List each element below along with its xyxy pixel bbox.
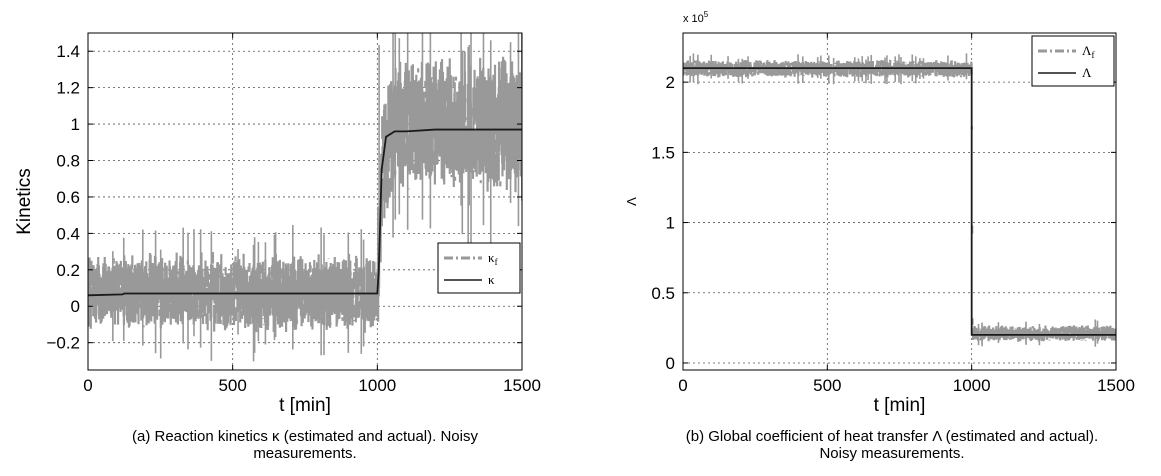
plot-area bbox=[683, 33, 1116, 370]
x-tick-label: 1000 bbox=[358, 376, 396, 395]
y-tick-label: 1.5 bbox=[651, 143, 675, 162]
y-axis-label: Λ bbox=[624, 197, 639, 206]
plot-area bbox=[88, 33, 522, 370]
axes-frame bbox=[682, 32, 1117, 371]
figure-caption: (b) Global coefficient of heat transfer … bbox=[686, 428, 1098, 445]
x-tick-label: 500 bbox=[813, 376, 841, 395]
legend-label-sub: f bbox=[495, 257, 498, 267]
panel-a: 0 500 1000 1500 −0.2 0 0.2 0.4 0.6 0.8 1 1.2 1.4 t [m… bbox=[14, 32, 541, 462]
y-tick-label: −0.2 bbox=[46, 334, 80, 353]
legend-label: κ bbox=[488, 272, 495, 287]
series-line bbox=[88, 128, 522, 297]
y-tick-label: 0 bbox=[666, 354, 675, 373]
series-actual bbox=[683, 67, 1116, 336]
y-tick-label: 0.2 bbox=[56, 261, 80, 280]
legend-label: Λ bbox=[1082, 65, 1092, 80]
data-layer bbox=[683, 53, 1116, 347]
series-actual bbox=[88, 128, 522, 297]
panel-b: 0 500 1000 1500 0 0.5 1 1.5 2 t [min] Λx 105 Λf Λ (b)… bbox=[624, 10, 1135, 462]
axis-multiplier-exp: 5 bbox=[704, 10, 709, 19]
figure-caption: measurements. bbox=[253, 445, 356, 462]
y-tick-label: 1.4 bbox=[56, 42, 80, 61]
y-tick-label: 1 bbox=[71, 115, 80, 134]
x-tick-label: 1500 bbox=[503, 376, 541, 395]
noise-band bbox=[88, 51, 522, 333]
legend-box bbox=[1031, 35, 1115, 87]
legend-box bbox=[437, 242, 521, 294]
legend: Λf Λ bbox=[1031, 35, 1115, 87]
y-tick-label: 0.6 bbox=[56, 188, 80, 207]
y-tick-label: 2 bbox=[666, 73, 675, 92]
legend-label-sub: f bbox=[1091, 50, 1094, 60]
y-tick-label: 0.5 bbox=[651, 284, 675, 303]
y-tick-label: 0.8 bbox=[56, 152, 80, 171]
series-line bbox=[683, 67, 1116, 336]
axes-frame bbox=[87, 32, 523, 371]
x-axis-label: t [min] bbox=[874, 395, 926, 416]
y-axis-label: Kinetics bbox=[14, 168, 35, 235]
x-tick-label: 1500 bbox=[1097, 376, 1135, 395]
figure-caption: (a) Reaction kinetics κ (estimated and a… bbox=[132, 428, 478, 445]
x-axis-label: t [min] bbox=[279, 395, 331, 416]
legend-label: κf bbox=[488, 250, 498, 267]
legend: κf κ bbox=[437, 242, 521, 294]
x-tick-label: 0 bbox=[678, 376, 687, 395]
axis-multiplier: x 105 bbox=[683, 10, 709, 25]
y-tick-label: 0 bbox=[71, 297, 80, 316]
figure-caption: Noisy measurements. bbox=[819, 445, 964, 462]
y-tick-label: 1.2 bbox=[56, 79, 80, 98]
x-tick-label: 1000 bbox=[953, 376, 991, 395]
y-tick-label: 1 bbox=[666, 214, 675, 233]
y-tick-label: 0.4 bbox=[56, 224, 80, 243]
data-layer bbox=[88, 33, 522, 362]
x-tick-label: 0 bbox=[83, 376, 92, 395]
x-tick-label: 500 bbox=[218, 376, 246, 395]
legend-label: Λf bbox=[1082, 43, 1094, 60]
